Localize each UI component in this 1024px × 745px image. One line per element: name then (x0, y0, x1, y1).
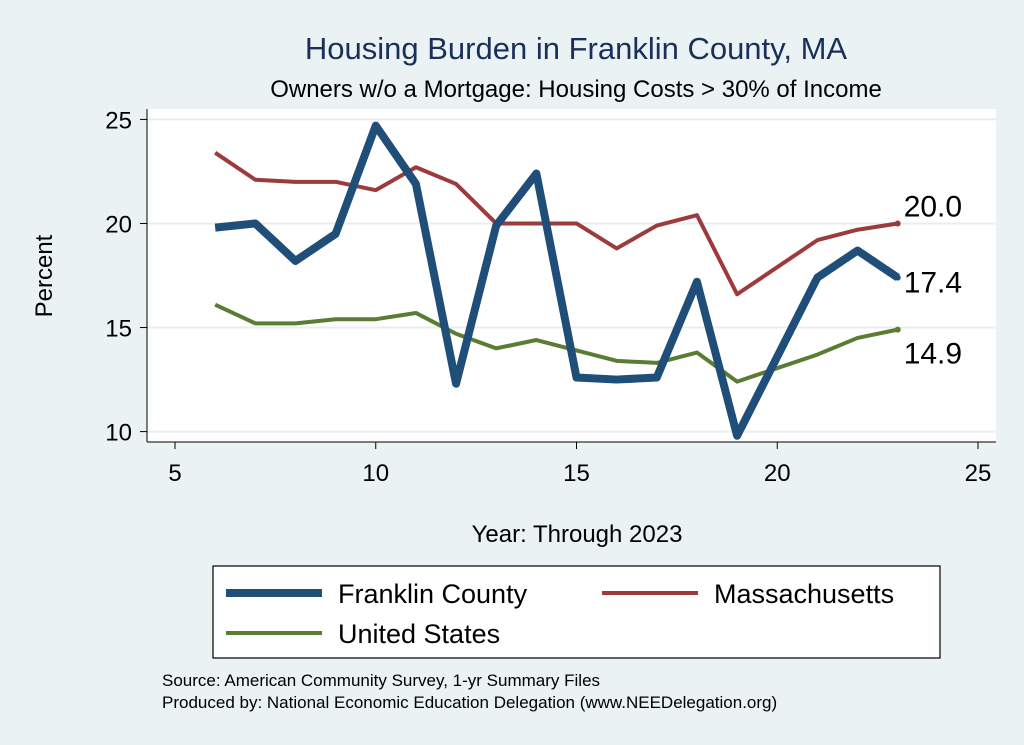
series-end-point (894, 220, 901, 227)
chart-title: Housing Burden in Franklin County, MA (305, 31, 848, 66)
axes (146, 109, 996, 443)
series-line-united-states (214, 302, 899, 384)
legend-label: Franklin County (338, 579, 528, 609)
y-tick-label: 10 (105, 420, 132, 447)
end-labels: 17.4 20.0 14.9 (904, 190, 962, 370)
x-tick-label: 20 (764, 460, 791, 487)
produced-by-note: Produced by: National Economic Education… (162, 693, 777, 712)
y-tick-label: 15 (105, 316, 132, 343)
chart-subtitle: Owners w/o a Mortgage: Housing Costs > 3… (270, 76, 882, 103)
y-ticks: 10 15 20 25 (105, 107, 147, 447)
x-axis-title: Year: Through 2023 (472, 521, 683, 548)
y-tick-label: 25 (105, 107, 132, 134)
plot-area (147, 109, 996, 442)
legend-box (212, 565, 941, 659)
x-tick-label: 10 (362, 460, 389, 487)
series-lines (214, 121, 901, 440)
source-note: Source: American Community Survey, 1-yr … (162, 671, 600, 690)
legend-label: United States (338, 619, 500, 649)
series-line-franklin-county (214, 121, 900, 440)
end-label-massachusetts: 20.0 (904, 190, 962, 223)
legend-label: Massachusetts (714, 579, 894, 609)
series-end-point (894, 326, 901, 333)
x-tick-label: 5 (168, 460, 181, 487)
y-tick-label: 20 (105, 211, 132, 238)
legend: Franklin County Massachusetts United State… (226, 579, 894, 649)
series-end-point (894, 274, 901, 281)
x-ticks: 5 10 15 20 25 (168, 442, 991, 487)
y-axis-title: Percent (31, 234, 58, 317)
x-tick-label: 15 (563, 460, 590, 487)
series-line-massachusetts (214, 151, 899, 297)
x-tick-label: 25 (965, 460, 992, 487)
end-label-united-states: 14.9 (904, 338, 962, 371)
end-label-franklin-county: 17.4 (904, 267, 962, 300)
